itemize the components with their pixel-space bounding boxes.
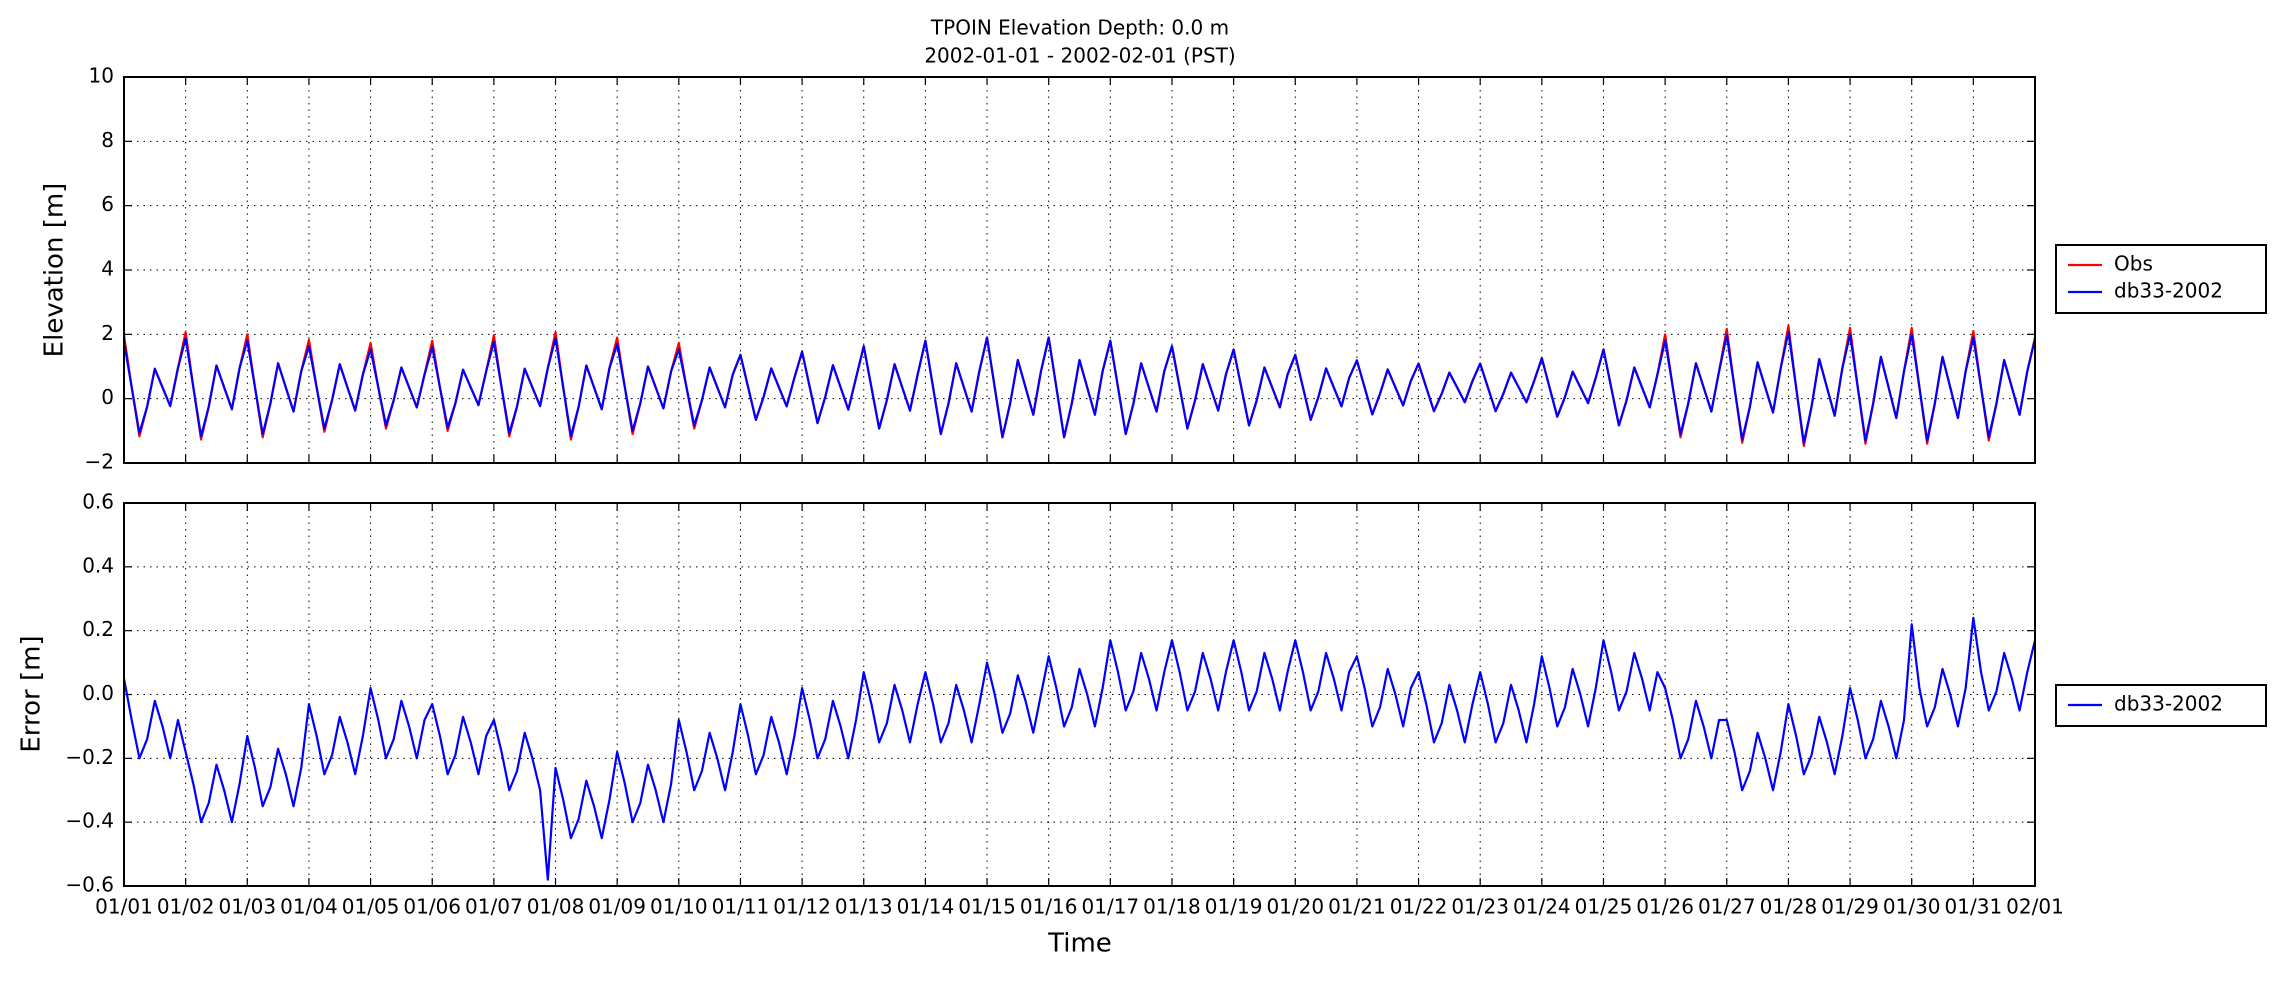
x-tick-label: 01/06 <box>403 895 461 919</box>
x-tick-label: 01/18 <box>1143 895 1201 919</box>
x-tick-label: 01/23 <box>1451 895 1509 919</box>
x-tick-label: 01/29 <box>1821 895 1879 919</box>
x-tick-label: 01/14 <box>897 895 955 919</box>
y-tick-label: −0.2 <box>65 745 114 769</box>
legend-label: db33-2002 <box>2114 279 2223 303</box>
y-tick-label: 0.2 <box>82 617 114 641</box>
legend-label: Obs <box>2114 252 2153 276</box>
x-tick-label: 01/28 <box>1760 895 1818 919</box>
x-tick-label: 01/24 <box>1513 895 1571 919</box>
legend-box <box>2055 244 2267 314</box>
x-tick-label: 01/21 <box>1328 895 1386 919</box>
x-tick-label: 01/27 <box>1698 895 1756 919</box>
x-tick-label: 01/20 <box>1266 895 1324 919</box>
data-line <box>124 616 2035 881</box>
chart-subtitle: 2002-01-01 - 2002-02-01 (PST) <box>924 44 1235 68</box>
x-tick-label: 01/17 <box>1082 895 1140 919</box>
y-tick-label: −2 <box>85 450 114 474</box>
plot-frame <box>123 502 2036 887</box>
plot-frame <box>123 76 2036 464</box>
x-tick-label: 01/19 <box>1205 895 1263 919</box>
x-tick-label: 01/22 <box>1390 895 1448 919</box>
chart-title: TPOIN Elevation Depth: 0.0 m <box>930 16 1229 40</box>
y-tick-label: 8 <box>101 128 114 152</box>
data-line <box>124 324 2035 448</box>
x-tick-label: 01/10 <box>650 895 708 919</box>
x-tick-label: 01/03 <box>218 895 276 919</box>
y-axis-label: Error [m] <box>17 635 47 752</box>
y-tick-label: 6 <box>101 192 114 216</box>
y-tick-label: 0 <box>101 385 114 409</box>
x-tick-label: 01/01 <box>95 895 153 919</box>
x-tick-label: 01/12 <box>773 895 831 919</box>
y-tick-label: 0.6 <box>82 490 114 514</box>
y-tick-label: 0.4 <box>82 553 114 577</box>
y-tick-label: 4 <box>101 257 114 281</box>
x-tick-label: 01/07 <box>465 895 523 919</box>
x-tick-label: 01/11 <box>712 895 770 919</box>
x-tick-label: 01/31 <box>1945 895 2003 919</box>
y-tick-label: 2 <box>101 321 114 345</box>
x-axis-label: Time <box>1047 929 1112 959</box>
y-tick-label: 10 <box>89 64 114 88</box>
legend-label: db33-2002 <box>2114 692 2223 716</box>
x-tick-label: 01/25 <box>1575 895 1633 919</box>
x-tick-label: 01/08 <box>527 895 585 919</box>
x-tick-label: 01/13 <box>835 895 893 919</box>
x-tick-label: 01/05 <box>342 895 400 919</box>
y-tick-label: −0.4 <box>65 809 114 833</box>
y-axis-label: Elevation [m] <box>40 183 70 358</box>
x-tick-label: 01/02 <box>157 895 215 919</box>
x-tick-label: 01/30 <box>1883 895 1941 919</box>
y-tick-label: −0.6 <box>65 873 114 897</box>
x-tick-label: 01/09 <box>588 895 646 919</box>
x-tick-label: 01/26 <box>1636 895 1694 919</box>
x-tick-label: 01/04 <box>280 895 338 919</box>
x-tick-label: 02/01 <box>2006 895 2064 919</box>
x-tick-label: 01/15 <box>958 895 1016 919</box>
y-tick-label: 0.0 <box>82 681 114 705</box>
x-tick-label: 01/16 <box>1020 895 1078 919</box>
data-line <box>124 330 2035 444</box>
